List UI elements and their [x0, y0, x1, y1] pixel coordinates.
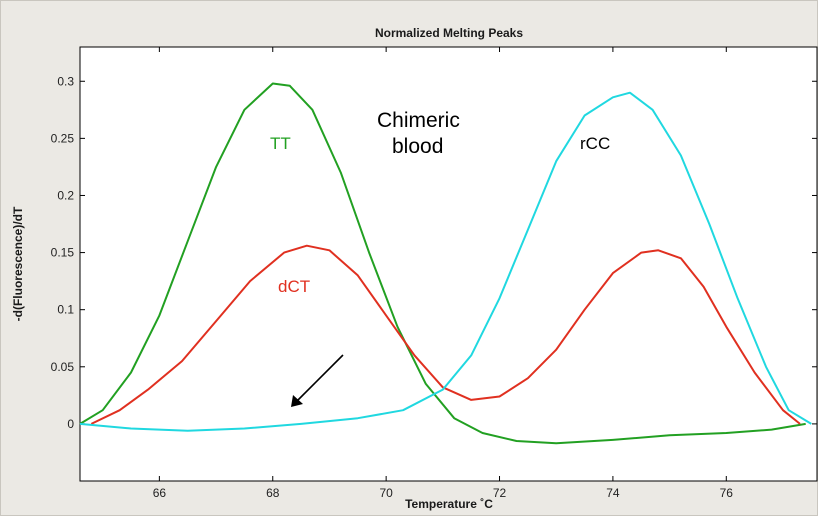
x-tick-label: 66	[153, 486, 167, 500]
x-tick-label: 74	[606, 486, 620, 500]
series-line-tt	[79, 82, 806, 445]
annotation-chimeric: Chimeric	[377, 109, 460, 132]
x-tick-label: 70	[379, 486, 393, 500]
y-axis-label: -d(Fluorescence)/dT	[11, 206, 25, 321]
axis-ticks	[80, 47, 817, 481]
annotation-dct: dCT	[278, 277, 310, 296]
y-tick-label: 0.25	[51, 131, 75, 145]
x-axis-label: Temperature ˚C	[405, 497, 493, 511]
x-tick-label: 76	[720, 486, 734, 500]
x-tick-label: 68	[266, 486, 280, 500]
y-tick-label: 0.05	[51, 360, 75, 374]
y-tick-label: 0.15	[51, 246, 75, 260]
y-tick-label: 0	[67, 417, 74, 431]
y-tick-label: 0.3	[57, 74, 74, 88]
chart-title: Normalized Melting Peaks	[375, 26, 523, 40]
annotation-rcc: rCC	[580, 134, 610, 153]
series-line-dct	[90, 244, 801, 425]
y-tick-label: 0.1	[57, 303, 74, 317]
x-tick-label: 72	[493, 486, 507, 500]
series-group	[79, 82, 812, 445]
plot-area	[79, 46, 818, 482]
y-tick-label: 0.2	[57, 188, 74, 202]
tick-labels: 66 68 70 72 74 76 0 0.05 0.1 0.15 0.2 0.25 0.3	[51, 74, 734, 500]
annotation-tt: TT	[270, 134, 291, 153]
annotation-arrow	[291, 354, 344, 407]
series-line-rcc	[79, 91, 812, 432]
annotation-blood: blood	[392, 135, 443, 158]
